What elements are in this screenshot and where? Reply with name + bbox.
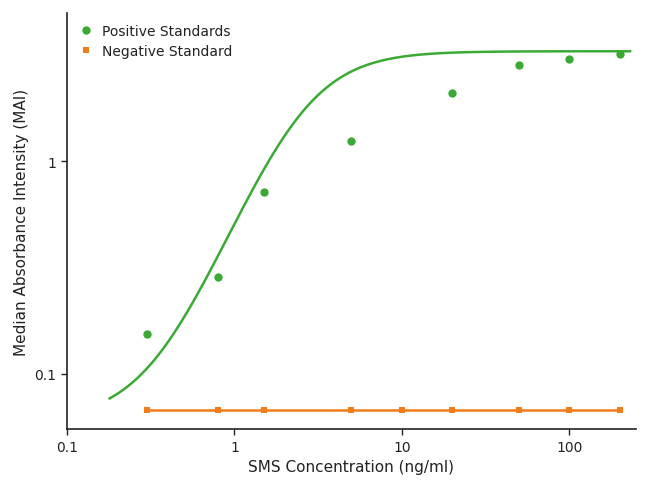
- Negative Standard: [566, 407, 573, 413]
- Line: Negative Standard: Negative Standard: [143, 406, 623, 413]
- Negative Standard: [348, 407, 356, 413]
- Positive Standards: [214, 275, 222, 281]
- Negative Standard: [398, 407, 406, 413]
- Positive Standards: [260, 189, 268, 195]
- Positive Standards: [616, 52, 624, 58]
- Positive Standards: [515, 63, 523, 69]
- Negative Standard: [214, 407, 222, 413]
- Negative Standard: [616, 407, 624, 413]
- Negative Standard: [260, 407, 268, 413]
- Positive Standards: [448, 91, 456, 97]
- Legend: Positive Standards, Negative Standard: Positive Standards, Negative Standard: [74, 21, 236, 62]
- Positive Standards: [348, 139, 356, 144]
- Negative Standard: [515, 407, 523, 413]
- Line: Positive Standards: Positive Standards: [142, 51, 624, 338]
- Positive Standards: [143, 331, 151, 337]
- Positive Standards: [566, 57, 573, 62]
- X-axis label: SMS Concentration (ng/ml): SMS Concentration (ng/ml): [248, 459, 454, 474]
- Negative Standard: [143, 407, 151, 413]
- Y-axis label: Median Absorbance Intensity (MAI): Median Absorbance Intensity (MAI): [14, 88, 29, 355]
- Negative Standard: [448, 407, 456, 413]
